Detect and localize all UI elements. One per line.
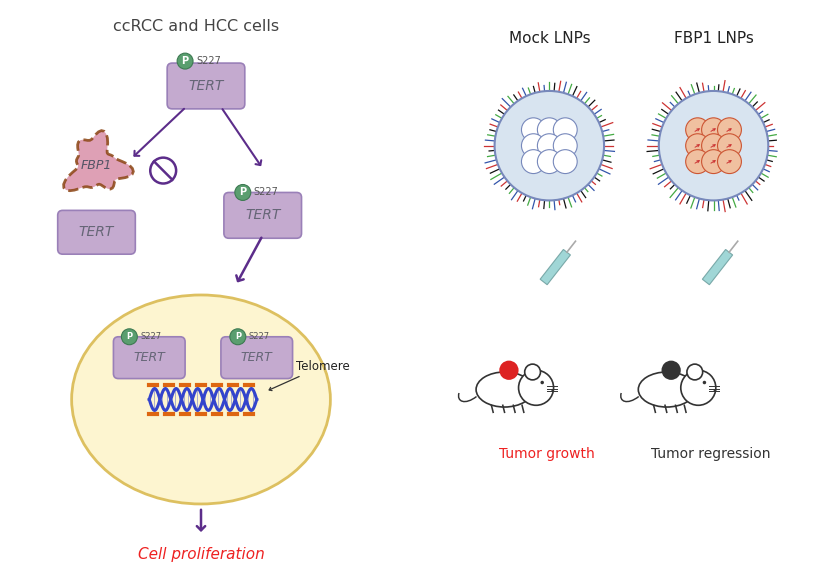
Circle shape [687, 364, 703, 380]
Text: S227: S227 [254, 187, 278, 197]
Circle shape [718, 150, 741, 173]
Ellipse shape [638, 372, 695, 407]
Text: P: P [126, 332, 132, 341]
Circle shape [235, 184, 250, 201]
Circle shape [703, 380, 706, 385]
Text: FBP1 LNPs: FBP1 LNPs [673, 31, 754, 46]
Text: ccRCC and HCC cells: ccRCC and HCC cells [113, 19, 279, 34]
Text: S227: S227 [249, 332, 270, 341]
Circle shape [521, 134, 545, 158]
FancyBboxPatch shape [113, 337, 185, 379]
Circle shape [681, 370, 716, 405]
Circle shape [702, 150, 726, 173]
Circle shape [718, 118, 741, 142]
Circle shape [553, 150, 577, 173]
Text: TERT: TERT [188, 79, 223, 93]
Polygon shape [702, 249, 732, 285]
Text: TERT: TERT [241, 351, 273, 364]
Circle shape [713, 389, 716, 392]
Circle shape [553, 134, 577, 158]
Text: TERT: TERT [79, 225, 114, 240]
Text: Mock LNPs: Mock LNPs [508, 31, 590, 46]
Circle shape [553, 118, 577, 142]
Circle shape [538, 118, 562, 142]
Circle shape [540, 380, 544, 385]
Circle shape [177, 53, 193, 69]
Circle shape [499, 361, 519, 380]
FancyBboxPatch shape [57, 211, 135, 254]
Circle shape [538, 134, 562, 158]
Circle shape [552, 389, 554, 392]
Circle shape [519, 370, 553, 405]
Circle shape [521, 150, 545, 173]
FancyBboxPatch shape [224, 193, 301, 238]
FancyBboxPatch shape [167, 63, 245, 109]
Circle shape [521, 118, 545, 142]
Text: Telomere: Telomere [269, 360, 349, 390]
Ellipse shape [71, 295, 330, 504]
Circle shape [686, 134, 709, 158]
Text: S227: S227 [196, 56, 221, 66]
Text: TERT: TERT [245, 208, 281, 222]
Circle shape [702, 118, 726, 142]
Circle shape [525, 364, 540, 380]
Circle shape [538, 150, 562, 173]
Circle shape [230, 329, 245, 345]
Text: TERT: TERT [133, 351, 165, 364]
Text: P: P [235, 332, 241, 341]
Polygon shape [540, 249, 571, 285]
Circle shape [718, 134, 741, 158]
Circle shape [686, 150, 709, 173]
FancyBboxPatch shape [221, 337, 292, 379]
Ellipse shape [476, 372, 533, 407]
Text: Tumor regression: Tumor regression [651, 447, 770, 461]
Text: P: P [181, 56, 189, 66]
Circle shape [122, 329, 137, 345]
Circle shape [686, 118, 709, 142]
Circle shape [702, 134, 726, 158]
Polygon shape [64, 130, 133, 191]
Text: P: P [239, 187, 246, 197]
Circle shape [662, 361, 681, 380]
Text: Cell proliferation: Cell proliferation [138, 547, 264, 562]
Circle shape [494, 91, 604, 201]
Text: Tumor growth: Tumor growth [499, 447, 595, 461]
Circle shape [658, 91, 768, 201]
Text: S227: S227 [140, 332, 162, 341]
Text: FBP1: FBP1 [80, 159, 112, 172]
